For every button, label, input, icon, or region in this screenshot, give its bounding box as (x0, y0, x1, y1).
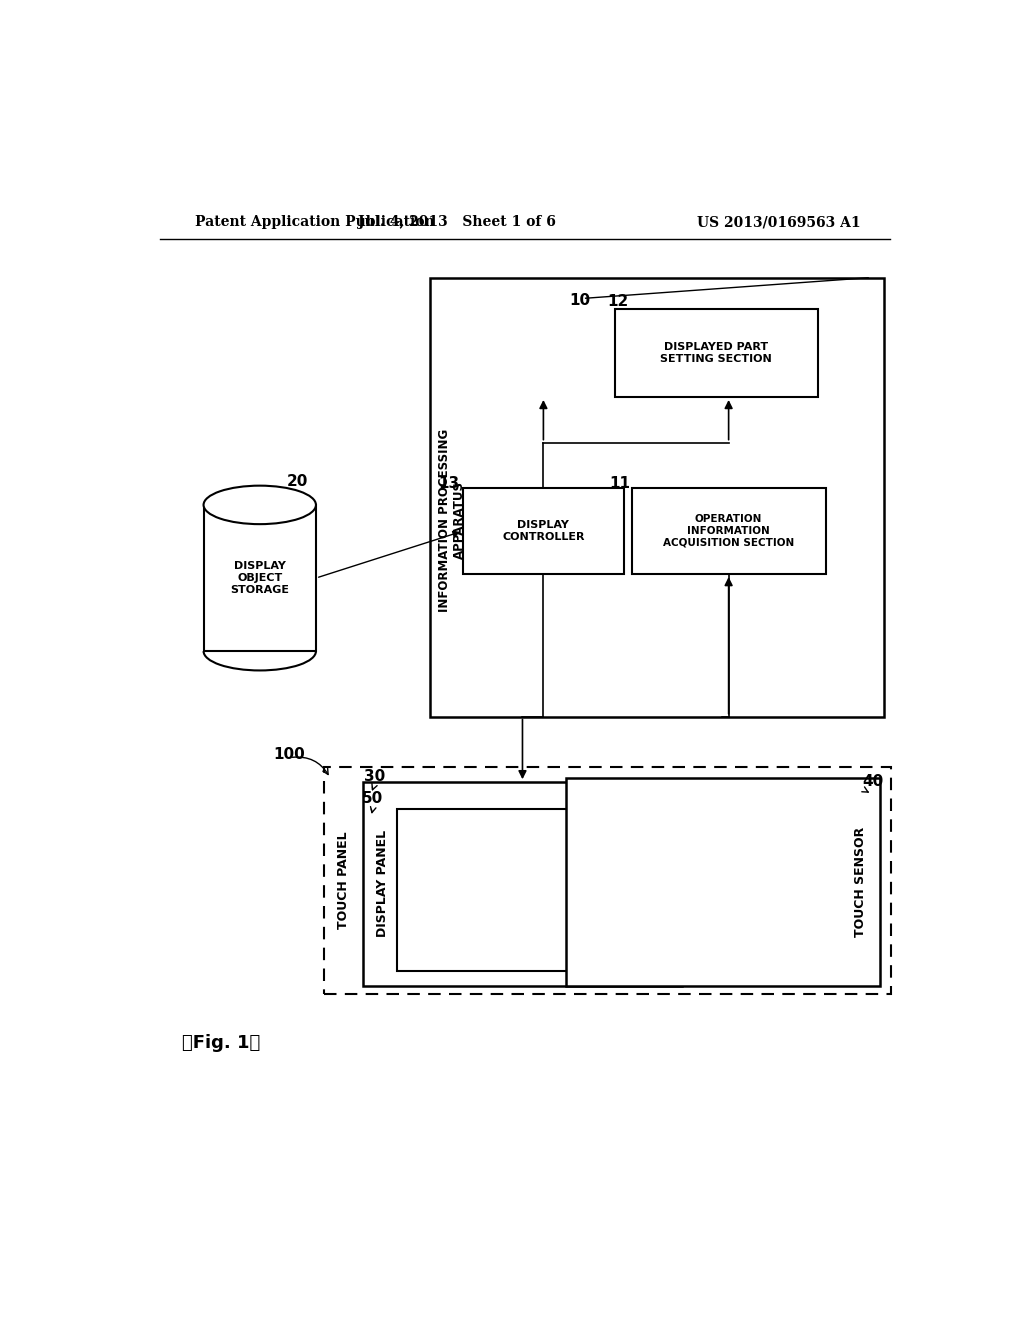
Text: 30: 30 (364, 770, 385, 784)
Text: Jul. 4, 2013   Sheet 1 of 6: Jul. 4, 2013 Sheet 1 of 6 (358, 215, 556, 230)
Text: DISPLAY PANEL: DISPLAY PANEL (376, 830, 389, 937)
Text: 13: 13 (438, 477, 460, 491)
Bar (614, 309, 818, 397)
Text: OPERATION
INFORMATION
ACQUISITION SECTION: OPERATION INFORMATION ACQUISITION SECTIO… (663, 515, 795, 548)
Text: 12: 12 (607, 294, 629, 309)
Text: Patent Application Publication: Patent Application Publication (196, 215, 435, 230)
Bar (632, 488, 825, 574)
Text: 20: 20 (287, 474, 308, 490)
Ellipse shape (204, 486, 316, 524)
Text: 40: 40 (862, 775, 884, 789)
Bar (463, 488, 624, 574)
Text: 100: 100 (273, 747, 305, 763)
Text: 11: 11 (609, 477, 630, 491)
Bar (324, 767, 891, 994)
Bar (204, 506, 316, 651)
Bar (362, 781, 682, 986)
Text: TOUCH PANEL: TOUCH PANEL (337, 832, 350, 929)
Bar (566, 779, 880, 986)
Text: US 2013/0169563 A1: US 2013/0169563 A1 (697, 215, 860, 230)
Bar (397, 809, 663, 970)
Text: DISPLAY
CONTROLLER: DISPLAY CONTROLLER (502, 520, 585, 543)
Text: 【Fig. 1】: 【Fig. 1】 (182, 1034, 260, 1052)
Text: 10: 10 (569, 293, 591, 308)
Text: 50: 50 (362, 792, 383, 807)
Text: INFORMATION PROCESSING
APPARATUS: INFORMATION PROCESSING APPARATUS (438, 429, 466, 612)
Text: DISPLAY
OBJECT
STORAGE: DISPLAY OBJECT STORAGE (230, 561, 289, 594)
Text: TOUCH SENSOR: TOUCH SENSOR (854, 828, 867, 937)
Text: DISPLAYED PART
SETTING SECTION: DISPLAYED PART SETTING SECTION (660, 342, 772, 364)
Bar (430, 277, 884, 717)
